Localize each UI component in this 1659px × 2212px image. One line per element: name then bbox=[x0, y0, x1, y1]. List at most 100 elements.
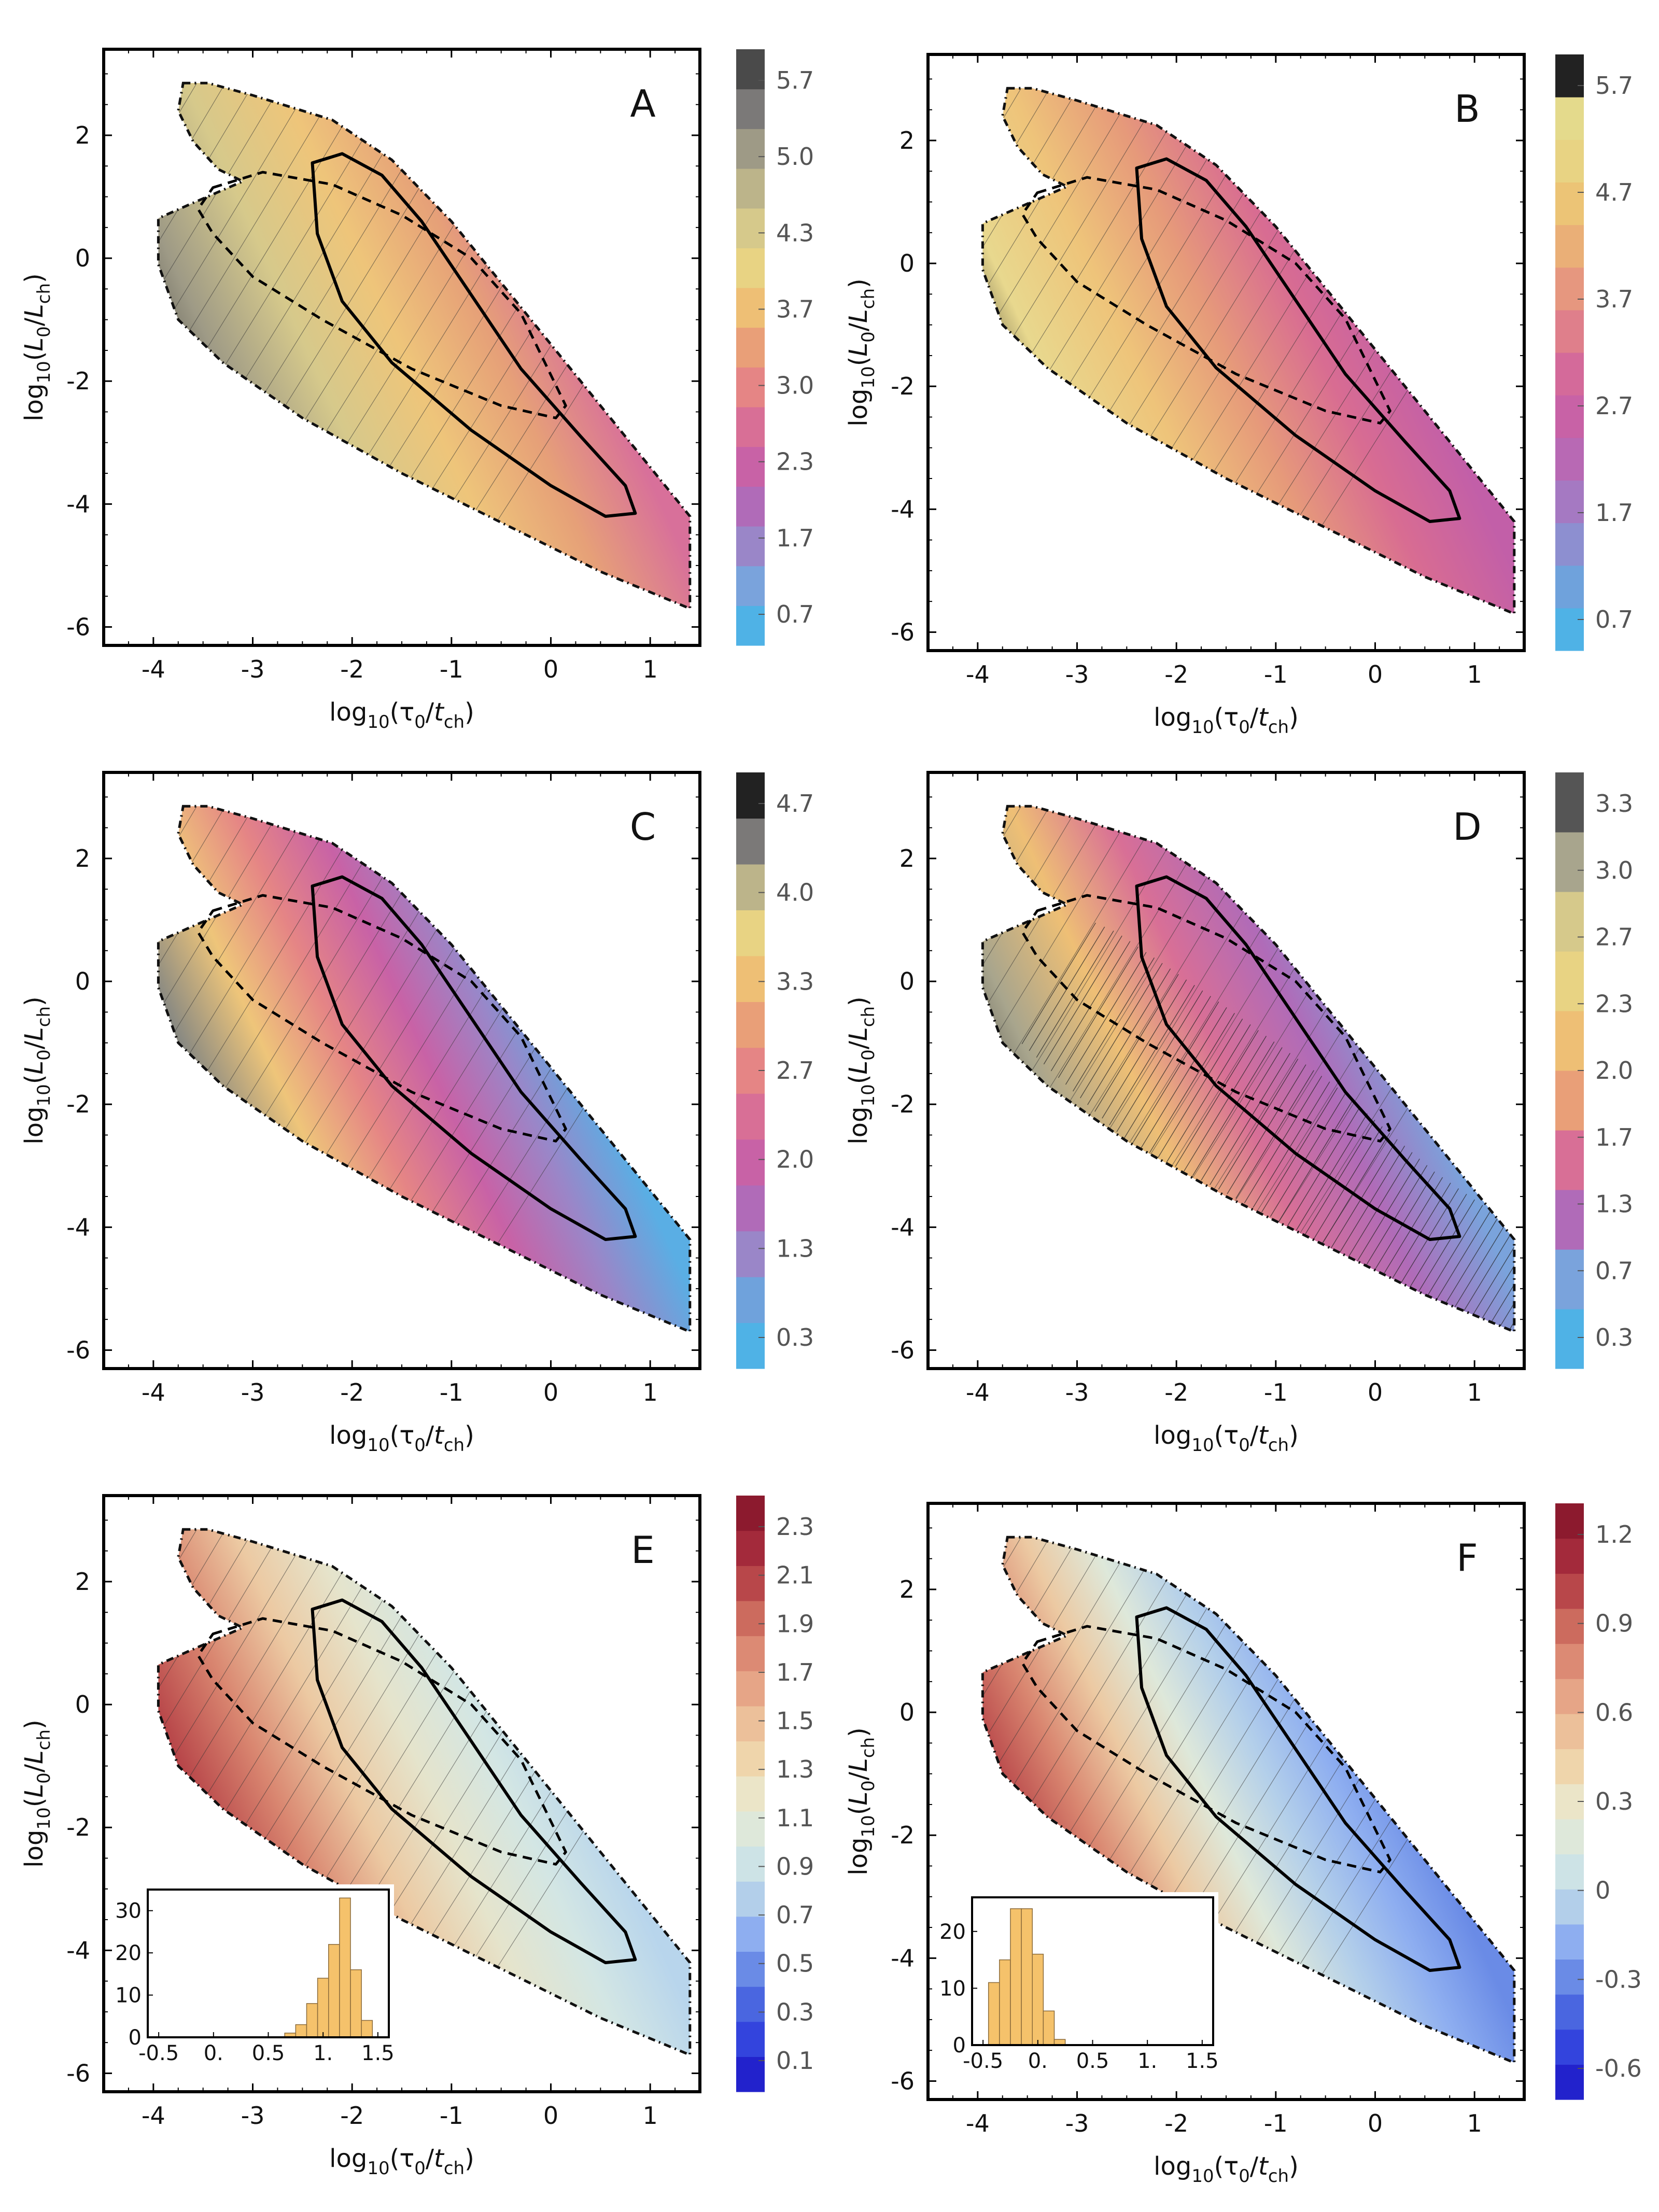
colorbar-swatch bbox=[736, 1706, 765, 1742]
x-tick-label: -4 bbox=[142, 1378, 165, 1406]
y-axis-label-part: L bbox=[20, 337, 49, 351]
x-axis-label-part: (τ bbox=[390, 2144, 415, 2173]
x-tick-label: -3 bbox=[1065, 1378, 1089, 1406]
hatch-line bbox=[1657, 772, 1659, 1369]
colorbar-swatch bbox=[736, 1776, 765, 1812]
colorbar-swatch bbox=[1555, 224, 1584, 268]
y-axis-label-part: 0 bbox=[34, 326, 54, 337]
y-tick-label: 2 bbox=[75, 121, 90, 149]
contour-line bbox=[982, 806, 1057, 1332]
hatch-line bbox=[1405, 901, 1514, 1332]
colorbar: 3.3 3.0 2.7 2.3 2.0 1.7 1.3 0.7 0.3 bbox=[1555, 772, 1633, 1369]
hatch-line bbox=[1451, 901, 1514, 1332]
y-axis-label-part: ( bbox=[844, 357, 873, 367]
y-axis-label-part: / bbox=[844, 1771, 873, 1780]
colorbar-tick-label: 1.7 bbox=[1595, 499, 1633, 527]
colorbar-swatch bbox=[736, 1002, 765, 1048]
y-axis-label-part: L bbox=[844, 1792, 873, 1806]
y-tick-label: -6 bbox=[891, 1336, 915, 1364]
colorbar-swatch bbox=[1555, 1679, 1584, 1714]
y-tick-label: -6 bbox=[66, 613, 90, 641]
y-axis-label: log10(L0/Lch) bbox=[20, 1720, 54, 1867]
colorbar: 2.3 2.1 1.9 1.7 1.5 1.3 1.1 0.9 0.7 0.5 0.3 0.1 bbox=[736, 1496, 814, 2092]
colorbar-swatch bbox=[1555, 1608, 1584, 1644]
y-axis-label-part: 0 bbox=[858, 1780, 879, 1792]
contour-line bbox=[982, 88, 1057, 614]
colorbar-swatch bbox=[736, 1600, 765, 1637]
hatch-line bbox=[1428, 901, 1514, 1332]
contour-line bbox=[982, 1537, 1114, 2063]
x-tick-label: -2 bbox=[1164, 1378, 1188, 1406]
colorbar-swatch bbox=[1555, 395, 1584, 438]
colorbar-swatch bbox=[1555, 772, 1584, 833]
colorbar-tick-label: 2.0 bbox=[1595, 1056, 1633, 1084]
x-axis-label-part: t bbox=[1258, 703, 1269, 732]
y-axis-label: log10(L0/Lch) bbox=[20, 273, 54, 421]
colorbar-swatch bbox=[1555, 1924, 1584, 1960]
colorbar-swatch bbox=[1555, 1854, 1584, 1890]
inset-x-tick-label: 1. bbox=[1137, 2049, 1157, 2073]
histogram-bar bbox=[999, 1959, 1011, 2046]
colorbar-tick-label: 2.3 bbox=[776, 448, 814, 476]
solid-contour bbox=[1135, 1606, 1461, 1972]
x-axis-label-part: 0 bbox=[414, 712, 426, 732]
colorbar-swatch bbox=[736, 49, 765, 90]
colorbar-swatch bbox=[1555, 480, 1584, 524]
x-axis-label-part: ) bbox=[1289, 1421, 1299, 1450]
colorbar-swatch bbox=[736, 1496, 765, 1531]
hatch-line bbox=[1360, 901, 1514, 1332]
inset-x-tick-label: 0. bbox=[204, 2041, 223, 2065]
colorbar-tick-label: 1.7 bbox=[1595, 1123, 1633, 1151]
colorbar-tick-label: 0.3 bbox=[1595, 1787, 1633, 1815]
contour-region bbox=[982, 1537, 1514, 2063]
y-axis-label-part: log bbox=[844, 1838, 873, 1876]
y-axis-label-part: L bbox=[20, 1784, 49, 1798]
colorbar-swatch bbox=[1555, 1643, 1584, 1679]
colorbar-swatch bbox=[736, 1139, 765, 1186]
x-axis-label-part: t bbox=[1258, 2152, 1269, 2181]
colorbar: 5.7 4.7 3.7 2.7 1.7 0.7 bbox=[1555, 54, 1633, 651]
x-axis-label: log10(τ0/tch) bbox=[329, 1421, 474, 1456]
contour-line bbox=[982, 88, 1143, 614]
x-tick-label: -4 bbox=[966, 1378, 990, 1406]
contour-region bbox=[982, 88, 1514, 614]
y-tick-label: 2 bbox=[899, 1575, 915, 1603]
y-axis-label-part: ( bbox=[20, 1075, 49, 1084]
y-axis-label-part: ( bbox=[20, 1798, 49, 1808]
hatch-line bbox=[1348, 901, 1514, 1332]
y-axis-label-part: ch bbox=[34, 1006, 54, 1027]
y-axis-label-part: ch bbox=[34, 1729, 54, 1750]
contour-line bbox=[982, 806, 1114, 1332]
y-tick-label: -4 bbox=[891, 495, 915, 523]
contour-line bbox=[158, 806, 347, 1332]
colorbar-swatch bbox=[1555, 1994, 1584, 2030]
colorbar-swatch bbox=[736, 248, 765, 288]
dashed-contour bbox=[196, 1617, 567, 1866]
x-axis-label-part: log bbox=[1154, 703, 1191, 732]
colorbar-tick-label: 1.7 bbox=[776, 524, 814, 552]
colorbar-swatch bbox=[736, 2021, 765, 2057]
y-tick-label: -2 bbox=[66, 1813, 90, 1841]
x-tick-label: 0 bbox=[1368, 660, 1383, 688]
x-tick-label: -1 bbox=[440, 1378, 463, 1406]
contour-line bbox=[982, 806, 1086, 1332]
colorbar-swatch bbox=[736, 1566, 765, 1601]
histogram-bar bbox=[317, 1978, 329, 2038]
colorbar-tick-label: 3.3 bbox=[1595, 790, 1633, 818]
y-tick-label: -4 bbox=[66, 1936, 90, 1964]
colorbar: 4.7 4.0 3.3 2.7 2.0 1.3 0.3 bbox=[736, 772, 814, 1369]
y-tick-label: -2 bbox=[66, 367, 90, 395]
x-axis-label-part: 0 bbox=[414, 1435, 426, 1456]
x-axis-label-part: log bbox=[1154, 1421, 1191, 1450]
colorbar-tick-label: 5.7 bbox=[1595, 72, 1633, 100]
y-axis-label-part: 10 bbox=[858, 1815, 879, 1837]
colorbar-tick-label: 5.0 bbox=[776, 143, 814, 171]
colorbar-swatch bbox=[1555, 309, 1584, 353]
axes: -4 -3 -2 -1 0 1 2 0 -2 -4 -6 bbox=[66, 772, 700, 1406]
colorbar-swatch bbox=[1555, 1713, 1584, 1750]
contour-line bbox=[158, 806, 290, 1332]
dashed-contour bbox=[196, 894, 567, 1143]
contour-line bbox=[158, 83, 261, 609]
contour-line bbox=[158, 83, 290, 609]
x-tick-label: -3 bbox=[241, 1378, 265, 1406]
